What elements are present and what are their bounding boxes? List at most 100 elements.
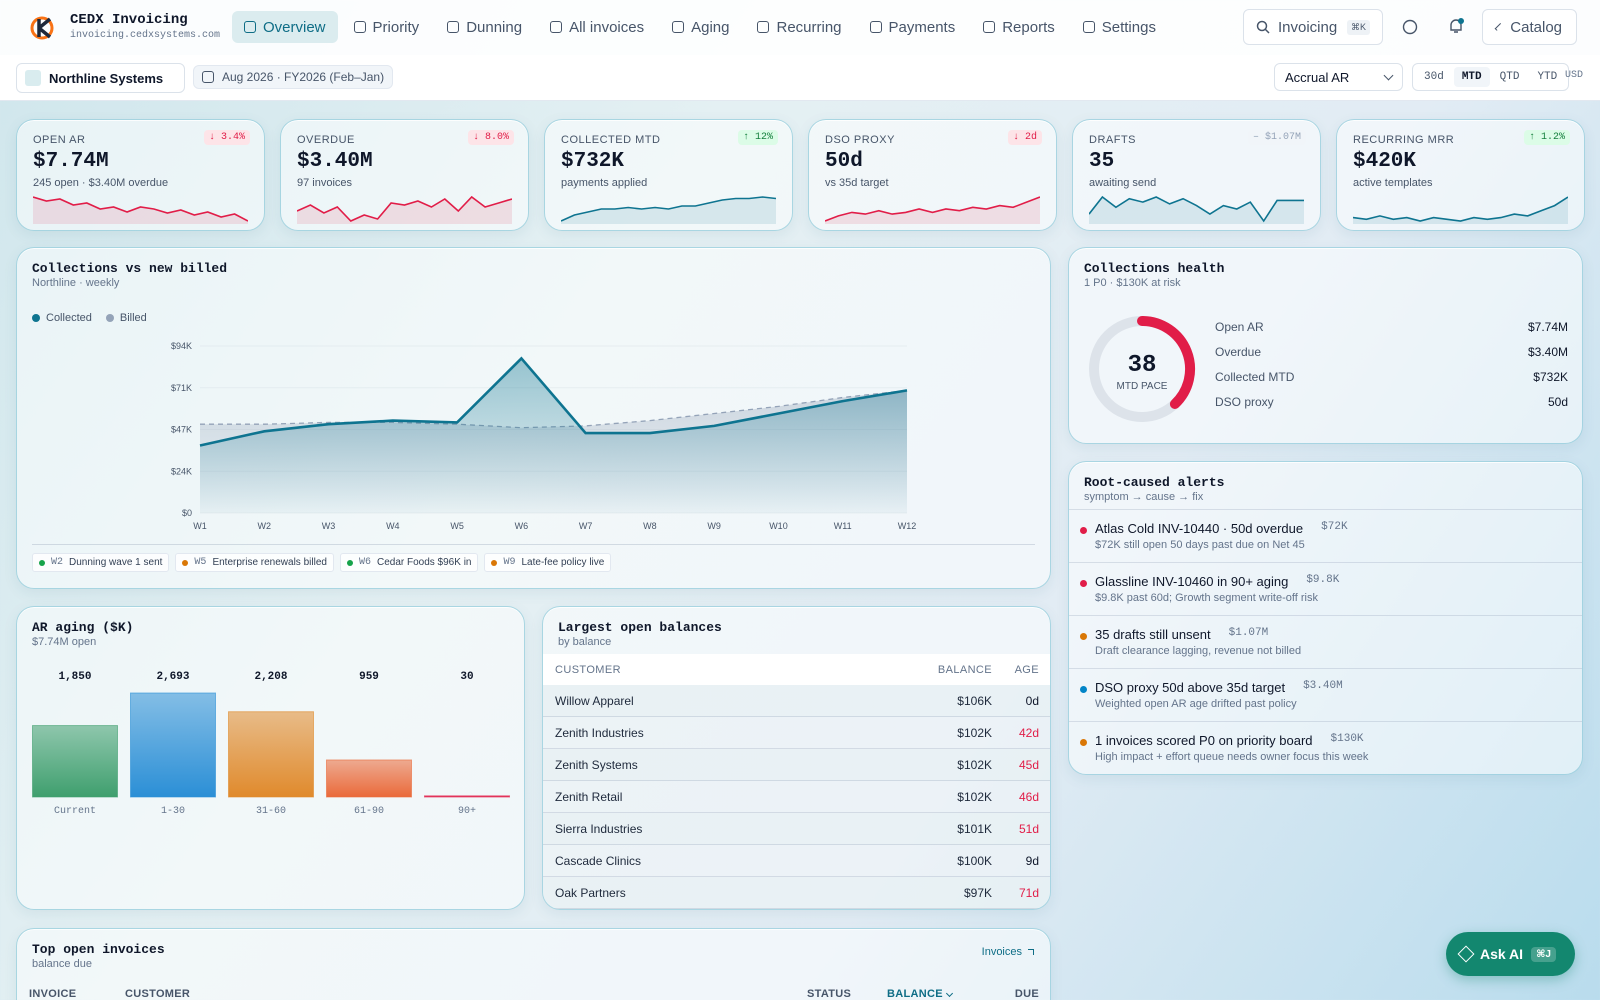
column-header: STATUS — [807, 988, 851, 1000]
top-bar: CEDX Invoicing invoicing.cedxsystems.com O… — [0, 0, 1600, 56]
column-label: BALANCE — [887, 988, 943, 1000]
sparkline-area — [1089, 197, 1304, 224]
nav-icon — [983, 21, 996, 33]
balance: $102K — [957, 758, 992, 772]
annotation-dot — [346, 559, 353, 566]
chevron — [1494, 23, 1503, 31]
card-title: Top open invoices — [32, 942, 165, 957]
nav-icon — [244, 21, 256, 33]
alert-text: 1 invoices scored P0 on priority board — [1095, 733, 1313, 748]
help-icon — [1402, 19, 1418, 35]
range-option[interactable]: 30d — [1424, 71, 1444, 83]
customer: Zenith Systems — [555, 758, 638, 772]
catalog-label: Catalog — [1510, 18, 1562, 36]
y-tick-label: $0 — [182, 508, 192, 518]
kpi-sub: vs 35d target — [825, 177, 889, 189]
org-name: Northline Systems — [49, 70, 164, 86]
balance: $101K — [957, 822, 992, 836]
kpi-card: RECURRING MRR ↑ 1.2% $420K active templates — [1336, 119, 1585, 231]
series-line — [199, 356, 908, 447]
row-divider — [543, 748, 1050, 749]
basis-label: Accrual AR — [1285, 69, 1350, 85]
sparkline — [825, 196, 1040, 224]
annotation-text: Cedar Foods $96K in — [376, 557, 472, 568]
logo — [30, 16, 54, 40]
x-tick-label: W11 — [834, 521, 852, 531]
kpi-delta: ↑ 12% — [737, 130, 778, 145]
nav-item[interactable]: Overview — [232, 11, 338, 43]
kpi-value: 50d — [825, 150, 863, 173]
alert-text: Glassline INV-10460 in 90+ aging — [1095, 574, 1289, 589]
nav-item[interactable]: Dunning — [435, 11, 534, 43]
basis-select[interactable]: Accrual AR — [1274, 63, 1403, 91]
kpi-delta: ↓ 2d — [1007, 130, 1042, 145]
card-subtitle: balance due — [32, 958, 92, 970]
age: 71d — [1018, 886, 1039, 900]
invoices-link[interactable]: Invoices — [982, 946, 1034, 958]
sparkline-line — [561, 196, 776, 222]
org-select[interactable]: Northline Systems — [16, 63, 185, 93]
row-divider — [1069, 509, 1582, 510]
balance: $100K — [957, 854, 992, 868]
nav-icon — [672, 21, 685, 33]
card-title: Largest open balances — [558, 620, 722, 635]
table-row — [543, 781, 1050, 813]
legend-item: Collected — [32, 312, 92, 324]
nav-item[interactable]: Reports — [971, 11, 1067, 43]
range-option[interactable]: YTD — [1537, 71, 1558, 83]
bar — [32, 725, 118, 798]
y-tick-label: $71K — [171, 383, 192, 393]
row-divider — [543, 876, 1050, 877]
nav-item[interactable]: All invoices — [538, 11, 656, 43]
age: 9d — [1025, 854, 1039, 868]
annotation-dot — [39, 559, 45, 566]
nav-item[interactable]: Payments — [858, 11, 968, 43]
search-label: Invoicing — [1278, 18, 1338, 36]
nav-item[interactable]: Priority — [342, 11, 432, 43]
kpi-value: $732K — [561, 150, 625, 173]
sparkline-line — [1353, 196, 1568, 222]
sparkline-area — [561, 197, 776, 224]
ask-ai-button[interactable]: Ask AI ⌘J — [1446, 932, 1575, 976]
alert-title: 1 invoices scored P0 on priority board $1… — [1095, 733, 1364, 748]
card-subtitle: 1 P0 · $130K at risk — [1084, 277, 1181, 289]
alert-dot — [1080, 739, 1087, 746]
nav-item[interactable]: Settings — [1071, 11, 1168, 43]
x-tick-label: Current — [54, 806, 96, 817]
balance: $106K — [957, 694, 992, 708]
sparkline-line — [297, 195, 512, 222]
nav-label: Reports — [1002, 18, 1055, 36]
customer: Cascade Clinics — [555, 854, 642, 868]
column-header: DUE — [1015, 988, 1039, 1000]
kpi-value: $420K — [1353, 150, 1417, 173]
alert-dot — [1080, 633, 1087, 640]
column-header: BALANCE — [887, 988, 953, 1000]
period-chip[interactable]: Aug 2026 · FY2026 (Feb–Jan) — [193, 65, 394, 89]
range-toggle: 30d MTD QTD YTD — [1412, 63, 1570, 91]
kpi-value: $3.40M — [297, 150, 373, 173]
chevron — [1383, 70, 1394, 81]
catalog-button[interactable]: Catalog — [1482, 9, 1577, 45]
search-box[interactable]: Invoicing ⌘K — [1243, 9, 1383, 45]
value-label: 959 — [359, 671, 379, 683]
nav-item[interactable]: Recurring — [745, 11, 853, 43]
kpi-delta: – $1.07M — [1247, 130, 1306, 145]
sparkline-line — [1089, 195, 1304, 223]
chart: 1,850 Current 2,693 1-30 2,208 31-60 959 61-90 3… — [32, 671, 510, 817]
kpi-delta: ↓ 3.4% — [203, 130, 250, 145]
annotation-week: W9 — [503, 557, 516, 568]
metric-value: $7.74M — [1527, 320, 1568, 334]
range-option[interactable]: MTD — [1453, 67, 1490, 87]
bar — [130, 692, 216, 798]
table-row — [543, 813, 1050, 845]
nav-item[interactable]: Aging — [660, 11, 741, 43]
kpi-label: COLLECTED MTD — [561, 134, 661, 146]
range-option[interactable]: QTD — [1499, 71, 1520, 83]
alert-dot — [1080, 580, 1087, 587]
link-label: Invoices — [981, 946, 1022, 958]
search-icon — [1256, 20, 1270, 34]
alert-amount: $72K — [1321, 521, 1348, 533]
alert-detail: High impact + effort queue needs owner f… — [1095, 751, 1369, 763]
help-circle — [1402, 19, 1418, 35]
column-header: AGE — [1014, 664, 1039, 676]
